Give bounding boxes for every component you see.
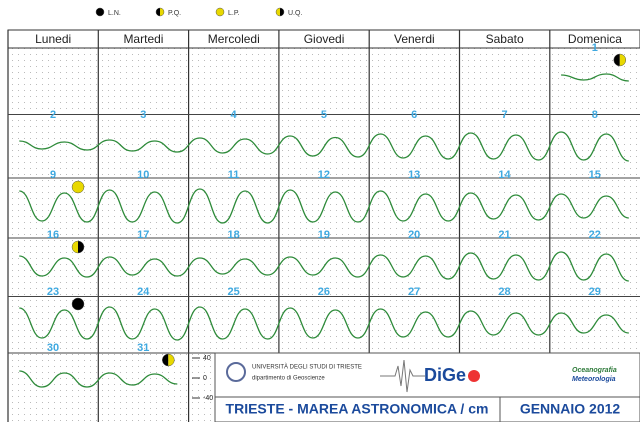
day-number: 12	[318, 169, 330, 181]
legend-icon	[220, 8, 224, 16]
group-name: Oceanografia	[572, 367, 617, 374]
moon-phase	[162, 354, 169, 366]
moon-phase	[162, 353, 175, 367]
day-number: 5	[321, 109, 327, 121]
weekday-label: Venerdi	[394, 32, 435, 46]
brand: DiGe	[424, 365, 466, 385]
day-number: 3	[140, 109, 146, 121]
legend-icon	[280, 8, 284, 16]
weekday-label: Domenica	[568, 32, 622, 46]
legend-icon	[100, 8, 104, 16]
day-number: 30	[47, 342, 59, 354]
brand-dot	[468, 370, 480, 382]
legend-icon	[155, 7, 165, 17]
legend-label: L.N.	[108, 10, 121, 17]
day-number: 14	[498, 169, 511, 181]
footer-box	[214, 352, 640, 422]
tide-curve	[19, 306, 629, 341]
legend-icon	[276, 8, 280, 16]
university-name: UNIVERSITÀ DEGLI STUDI DI TRIESTE	[252, 364, 362, 371]
day-number: 13	[408, 169, 420, 181]
day-number: 31	[137, 342, 149, 354]
university-seal	[226, 362, 246, 382]
day-number: 21	[498, 229, 510, 241]
moon-phase	[613, 53, 627, 67]
day-number: 28	[498, 286, 510, 298]
y-tick-label: -40	[203, 395, 213, 402]
legend-icon	[95, 7, 105, 17]
day-number: 15	[589, 169, 601, 181]
day-number: 7	[501, 109, 507, 121]
day-number: 18	[227, 229, 239, 241]
moon-phase	[72, 241, 78, 253]
day-number: 8	[592, 109, 598, 121]
moon-phase	[72, 298, 78, 310]
tide-curve	[561, 73, 629, 82]
day-number: 4	[231, 109, 238, 121]
legend-label: L.P.	[228, 10, 240, 17]
legend-icon	[160, 8, 164, 16]
department-name: dipartimento di Geoscienze	[252, 376, 325, 382]
legend-label: P.Q.	[168, 10, 181, 17]
day-number: 6	[411, 109, 417, 121]
day-number: 1	[592, 42, 598, 54]
tide-curve	[19, 131, 629, 162]
day-number: 9	[50, 169, 56, 181]
legend-icon	[215, 7, 225, 17]
day-number: 19	[318, 229, 330, 241]
chart-title: TRIESTE - MAREA ASTRONOMICA / cm	[226, 401, 489, 417]
day-number: 17	[137, 229, 149, 241]
day-number: 22	[589, 229, 601, 241]
moon-phase	[71, 240, 85, 254]
day-number: 2	[50, 109, 56, 121]
day-number: 26	[318, 286, 330, 298]
day-number: 23	[47, 286, 59, 298]
day-number: 10	[137, 169, 149, 181]
moon-phase	[613, 54, 620, 66]
day-number: 20	[408, 229, 420, 241]
moon-phase	[619, 54, 626, 66]
seismo-icon	[380, 359, 425, 393]
weekday-label: Mercoledi	[208, 32, 260, 46]
weekday-label: Martedi	[123, 32, 163, 46]
legend-icon	[275, 7, 285, 17]
moon-phase	[72, 181, 78, 193]
day-number: 24	[137, 286, 150, 298]
moon-phase	[168, 354, 175, 366]
legend-label: U.Q.	[288, 10, 302, 17]
tide-curve	[19, 370, 178, 388]
legend-icon	[96, 8, 100, 16]
tide-curve	[19, 188, 629, 224]
y-tick-label: 40	[203, 355, 211, 362]
day-number: 29	[589, 286, 601, 298]
weekday-label: Lunedi	[35, 32, 71, 46]
moon-phase	[71, 297, 85, 311]
weekday-label: Giovedi	[304, 32, 345, 46]
moon-phase	[78, 181, 84, 193]
moon-phase	[71, 180, 85, 194]
tide-curve	[19, 251, 629, 282]
legend-icon	[156, 8, 160, 16]
weekday-label: Sabato	[486, 32, 524, 46]
y-tick-label: 0	[203, 375, 207, 382]
day-number: 11	[228, 169, 240, 181]
day-number: 27	[408, 286, 420, 298]
moon-phase	[78, 298, 84, 310]
moon-phase	[78, 241, 84, 253]
group-name: Meteorologia	[572, 376, 616, 383]
day-number: 16	[47, 229, 59, 241]
chart-subtitle: GENNAIO 2012	[520, 401, 621, 417]
day-number: 25	[227, 286, 239, 298]
legend-icon	[216, 8, 220, 16]
